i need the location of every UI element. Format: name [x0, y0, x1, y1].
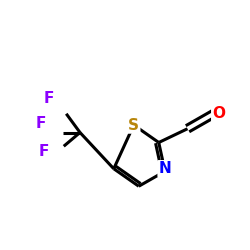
- Text: F: F: [36, 116, 46, 131]
- Text: F: F: [44, 91, 54, 106]
- Text: N: N: [159, 161, 172, 176]
- Text: F: F: [38, 144, 49, 159]
- Text: S: S: [128, 118, 139, 132]
- Text: O: O: [212, 106, 225, 121]
